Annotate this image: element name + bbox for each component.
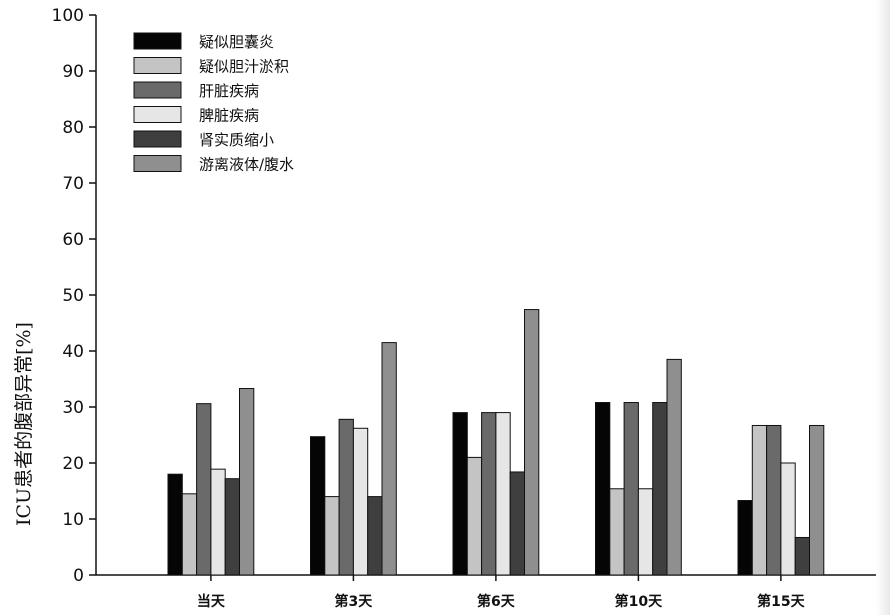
legend-label: 疑似胆汁淤积 [199, 58, 289, 76]
bar [167, 473, 183, 576]
bar [780, 462, 796, 576]
bar [666, 358, 682, 576]
legend-swatch [133, 81, 182, 99]
y-tick-label: 40 [62, 342, 84, 362]
bar [381, 342, 397, 576]
bar [794, 536, 811, 576]
bar [637, 488, 654, 576]
bar [766, 424, 782, 576]
y-tick-label: 90 [62, 62, 84, 82]
legend-label: 肝脏疾病 [199, 82, 259, 100]
y-tick-label: 80 [62, 118, 84, 138]
bar [737, 500, 753, 576]
legend-swatch [133, 155, 182, 172]
x-tick-label: 第6天 [477, 593, 516, 610]
bar [495, 412, 511, 576]
y-tick-label: 30 [62, 398, 84, 418]
bar [239, 388, 255, 576]
bar [181, 493, 198, 576]
legend-swatch [133, 32, 182, 50]
bar [751, 424, 768, 576]
bar [196, 403, 212, 576]
bar [623, 402, 639, 576]
legend-label: 疑似胆囊炎 [199, 33, 274, 51]
y-tick-label: 0 [73, 566, 84, 586]
legend-label: 脾脏疾病 [199, 107, 259, 125]
bar [210, 468, 226, 576]
y-tick-label: 20 [62, 454, 84, 474]
legend-swatch [133, 106, 182, 123]
legend-swatch [133, 130, 182, 148]
bar [595, 402, 611, 576]
bar [481, 412, 497, 576]
x-tick-label: 当天 [197, 593, 226, 610]
x-axis: 当天 第3天 第6天 第10天 第15天 [96, 574, 876, 610]
x-tick-label: 第15天 [757, 593, 805, 610]
y-axis-title: ICU患者的腹部异常[%] [13, 322, 35, 526]
bar [524, 309, 540, 576]
x-tick-label: 第10天 [615, 593, 663, 610]
bar [609, 488, 625, 576]
y-tick-label: 60 [62, 230, 84, 250]
y-tick-label: 100 [52, 6, 84, 26]
edge-shade [876, 0, 890, 615]
y-tick-label: 70 [62, 174, 84, 194]
bar [352, 427, 369, 576]
bar [338, 418, 354, 576]
bar [509, 471, 526, 576]
bar [224, 478, 240, 576]
legend-swatch [133, 57, 182, 74]
legend-label: 肾实质缩小 [199, 131, 274, 149]
legend-label: 游离液体/腹水 [199, 156, 294, 174]
x-tick-label: 第3天 [335, 593, 374, 610]
bar [652, 402, 668, 576]
y-tick-label: 10 [62, 510, 84, 530]
bar [466, 456, 483, 576]
bar [324, 496, 340, 576]
bar [367, 496, 383, 576]
bar [452, 412, 468, 576]
y-axis: 0 10 20 30 40 50 60 70 80 90 100 [52, 6, 97, 586]
bar [310, 436, 326, 576]
y-tick-label: 50 [62, 286, 84, 306]
bars [167, 309, 825, 576]
bar [809, 424, 825, 576]
